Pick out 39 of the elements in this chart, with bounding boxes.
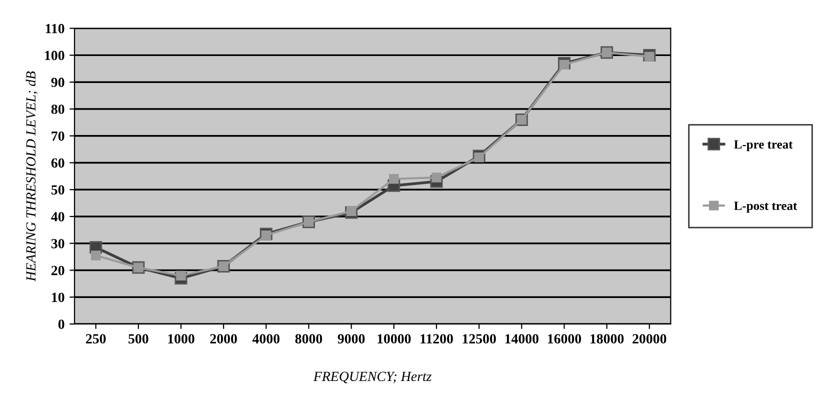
x-tick-label: 9000 xyxy=(338,334,365,344)
x-tick-label: 20000 xyxy=(632,334,666,344)
x-tick-label: 10000 xyxy=(378,334,411,344)
x-tick-label: 12500 xyxy=(462,334,496,344)
point xyxy=(432,172,442,182)
y-tick-label: 60 xyxy=(51,158,64,168)
legend-label: L-pre treat xyxy=(734,140,793,152)
point xyxy=(346,206,356,216)
x-tick-label: 8000 xyxy=(295,334,322,344)
y-tick-label: 50 xyxy=(51,185,64,195)
x-tick-label: 16000 xyxy=(548,334,582,344)
y-tick-label: 20 xyxy=(51,266,64,276)
y-tick-label: 40 xyxy=(51,212,64,222)
x-tick-label: 18000 xyxy=(590,334,624,344)
y-tick-label: 80 xyxy=(51,104,64,114)
point xyxy=(644,52,654,62)
point xyxy=(176,270,186,280)
x-tick-label: 4000 xyxy=(252,334,280,344)
y-tick-label: 30 xyxy=(51,238,64,248)
x-tick-label: 500 xyxy=(128,334,148,344)
point xyxy=(261,230,272,240)
x-axis-title: FREQUENCY; Hertz xyxy=(313,372,432,384)
y-tick-label: 100 xyxy=(45,50,64,60)
point xyxy=(559,60,570,70)
y-tick-label: 10 xyxy=(52,292,64,302)
x-tick-label: 11200 xyxy=(420,334,453,344)
x-tick-label: 2000 xyxy=(210,334,237,344)
y-tick-label: 110 xyxy=(46,24,64,34)
y-tick-label: 70 xyxy=(52,131,64,141)
y-tick-label: 90 xyxy=(51,78,64,88)
point xyxy=(389,174,399,184)
point xyxy=(474,152,484,162)
x-tick-label: 14000 xyxy=(505,334,538,344)
point xyxy=(90,250,101,260)
y-tick-label: 0 xyxy=(58,320,64,329)
legend-label: L-post treat xyxy=(734,202,798,213)
x-tick-label: 250 xyxy=(86,334,106,344)
y-axis-title: HEARING THRESHOLD LEVEL; dB xyxy=(26,71,38,282)
x-tick-label: 1000 xyxy=(168,334,194,344)
